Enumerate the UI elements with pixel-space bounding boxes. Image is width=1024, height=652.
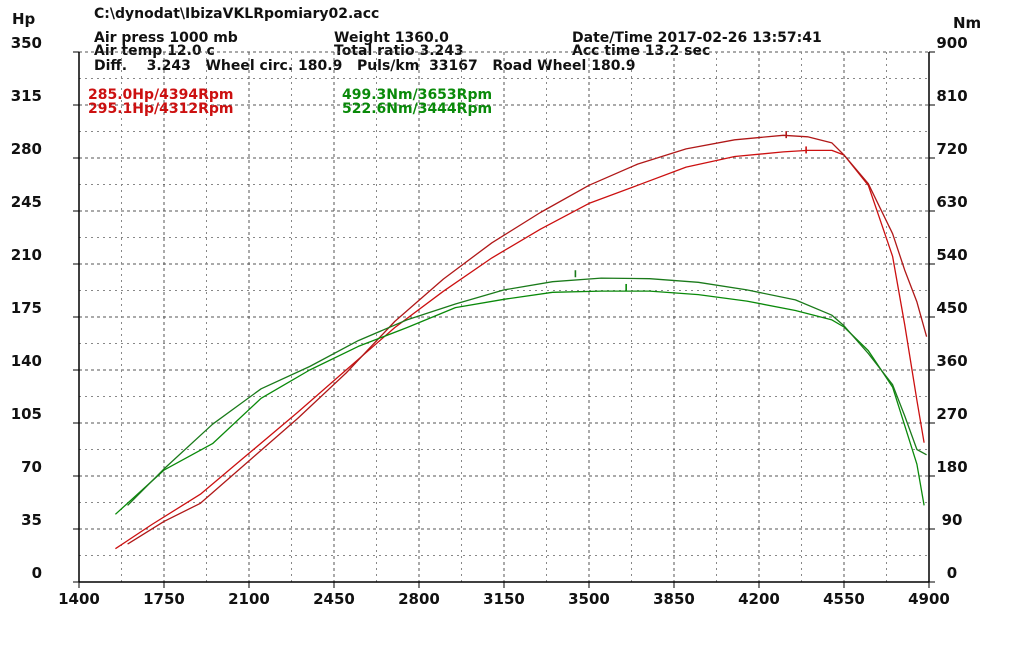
right-tick-label: 360 (936, 352, 967, 370)
file-path: C:\dynodat\IbizaVKLRpomiary02.acc (94, 6, 379, 22)
right-tick-label: 270 (936, 405, 967, 423)
right-tick-label: 900 (936, 34, 967, 52)
peak-nm-2: 522.6Nm/3444Rpm (342, 101, 492, 117)
torque-curve-3 (114, 290, 925, 515)
x-tick-label: 1400 (58, 590, 100, 608)
x-tick-label: 2450 (313, 590, 355, 608)
left-tick-label: 140 (11, 352, 42, 370)
left-tick-label: 0 (32, 564, 42, 582)
peak-markers (574, 131, 807, 291)
left-tick-label: 350 (11, 34, 42, 52)
power-curve-2 (127, 134, 928, 545)
right-tick-label: 720 (936, 140, 967, 158)
series (114, 134, 928, 550)
ticks: 1400 1750 2100 2450 2800 3150 3500 3850 4200 4550… (11, 34, 968, 608)
right-axis-title: Nm (953, 14, 981, 32)
x-tick-label: 4200 (738, 590, 780, 608)
acc-time: Acc time 13.2 sec (572, 43, 710, 59)
torque-curve-4 (127, 277, 927, 506)
air-temp: Air temp 12.0 c (94, 43, 215, 59)
x-tick-label: 3850 (653, 590, 695, 608)
x-tick-label: 1750 (143, 590, 185, 608)
left-axis-title: Hp (12, 10, 36, 28)
left-tick-label: 35 (21, 511, 42, 529)
right-tick-label: 630 (936, 193, 967, 211)
right-tick-label: 450 (936, 299, 967, 317)
right-tick-label: 0 (947, 564, 957, 582)
x-tick-label: 4550 (823, 590, 865, 608)
peak-hp-2: 295.1Hp/4312Rpm (88, 101, 234, 117)
left-tick-label: 315 (11, 87, 42, 105)
power-curve-1 (115, 149, 925, 550)
total-ratio: Total ratio 3.243 (334, 43, 464, 59)
peak-hp-1: 285.0Hp/4394Rpm (88, 87, 234, 103)
x-tick-label: 4900 (908, 590, 950, 608)
grid (79, 51, 929, 582)
air-press: Air press 1000 mb (94, 30, 238, 46)
date-time: Date/Time 2017-02-26 13:57:41 (572, 30, 822, 46)
left-tick-label: 175 (11, 299, 42, 317)
right-tick-label: 180 (936, 458, 967, 476)
right-tick-label: 810 (936, 87, 967, 105)
right-tick-label: 540 (936, 246, 967, 264)
left-tick-label: 105 (11, 405, 42, 423)
left-tick-label: 210 (11, 246, 42, 264)
x-tick-label: 2100 (228, 590, 270, 608)
x-tick-label: 3500 (568, 590, 610, 608)
dyno-params: Diff. 3.243 Wheel circ. 180.9 Puls/km 33… (94, 58, 636, 74)
x-tick-label: 2800 (398, 590, 440, 608)
peak-nm-1: 499.3Nm/3653Rpm (342, 87, 492, 103)
left-tick-label: 70 (21, 458, 42, 476)
weight: Weight 1360.0 (334, 30, 449, 46)
x-tick-label: 3150 (483, 590, 525, 608)
left-tick-label: 245 (11, 193, 42, 211)
right-tick-label: 90 (942, 511, 963, 529)
left-tick-label: 280 (11, 140, 42, 158)
